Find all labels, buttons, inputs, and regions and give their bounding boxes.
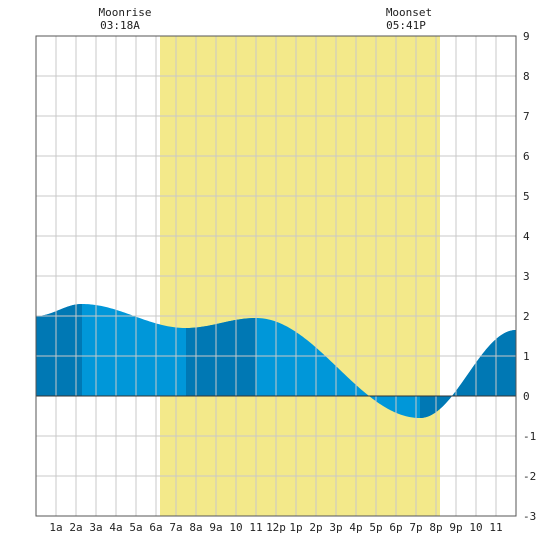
x-tick-label: 9a xyxy=(209,521,222,534)
x-tick-label: 10 xyxy=(469,521,482,534)
y-tick-label: 0 xyxy=(523,390,530,403)
x-tick-label: 2a xyxy=(69,521,82,534)
y-tick-label: -3 xyxy=(523,510,536,523)
y-tick-label: 3 xyxy=(523,270,530,283)
x-tick-label: 5p xyxy=(369,521,382,534)
y-tick-label: 1 xyxy=(523,350,530,363)
x-tick-label: 11 xyxy=(489,521,502,534)
x-tick-label: 3p xyxy=(329,521,342,534)
x-tick-label: 8p xyxy=(429,521,442,534)
x-tick-label: 7p xyxy=(409,521,422,534)
x-tick-label: 2p xyxy=(309,521,322,534)
y-tick-label: 5 xyxy=(523,190,530,203)
x-tick-label: 7a xyxy=(169,521,182,534)
axes: -3 -2 -1 0 1 2 3 4 5 6 7 8 9 1a 2a 3a 4a 5a 6a 7a 8a 9a 10 11 12… xyxy=(49,30,536,534)
tide-band xyxy=(36,304,82,396)
y-tick-label: -2 xyxy=(523,470,536,483)
grid xyxy=(35,35,517,517)
x-tick-label: 6p xyxy=(389,521,402,534)
moonset-label: Moonset xyxy=(386,6,432,19)
x-tick-label: 8a xyxy=(189,521,202,534)
moon-times: Moonrise 03:18A Moonset 05:41P xyxy=(99,6,433,32)
x-tick-label: 3a xyxy=(89,521,102,534)
x-tick-label: 4a xyxy=(109,521,122,534)
x-tick-label: 11 xyxy=(249,521,262,534)
x-tick-label: 10 xyxy=(229,521,242,534)
x-tick-label: 1a xyxy=(49,521,62,534)
moonrise-time: 03:18A xyxy=(100,19,140,32)
y-tick-label: 7 xyxy=(523,110,530,123)
x-tick-label: 6a xyxy=(149,521,162,534)
x-tick-label: 1p xyxy=(289,521,302,534)
moonrise-label: Moonrise xyxy=(99,6,152,19)
moonset-time: 05:41P xyxy=(386,19,426,32)
x-tick-label: 9p xyxy=(449,521,462,534)
y-tick-label: 6 xyxy=(523,150,530,163)
x-tick-label: 12p xyxy=(266,521,286,534)
y-tick-label: -1 xyxy=(523,430,536,443)
y-tick-label: 4 xyxy=(523,230,530,243)
y-tick-label: 9 xyxy=(523,30,530,43)
x-tick-label: 4p xyxy=(349,521,362,534)
plot-frame xyxy=(35,35,517,517)
y-tick-label: 2 xyxy=(523,310,530,323)
x-tick-label: 5a xyxy=(129,521,142,534)
y-tick-label: 8 xyxy=(523,70,530,83)
tide-band xyxy=(186,318,256,396)
